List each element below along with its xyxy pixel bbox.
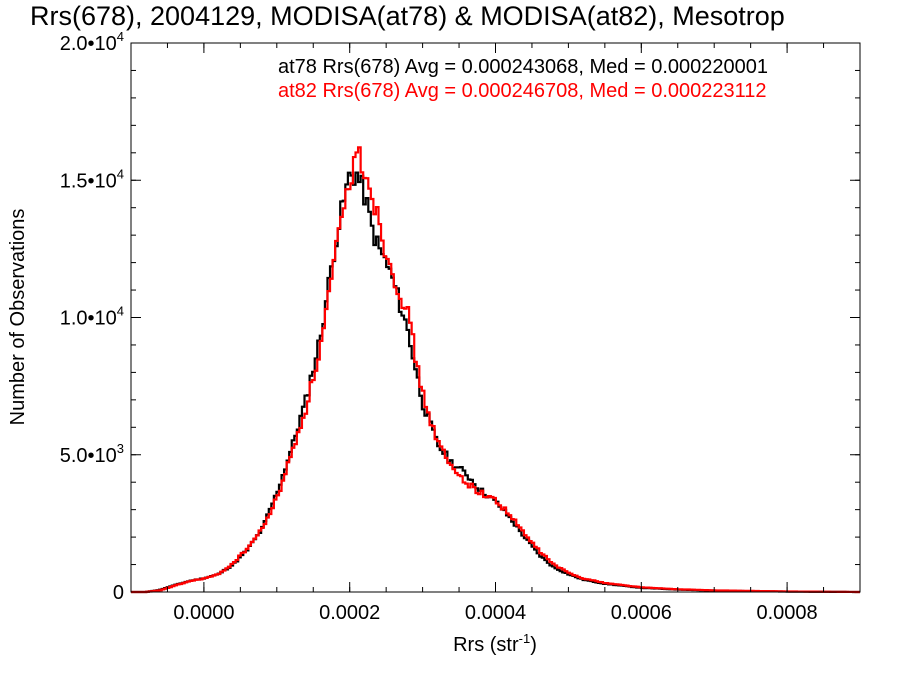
x-axis: 0.0000 0.0002 0.0004 0.0006 0.0008 bbox=[130, 43, 861, 624]
chart-title: Rrs(678), 2004129, MODISA(at78) & MODISA… bbox=[30, 1, 785, 31]
series-line-0 bbox=[131, 171, 860, 594]
y-tick-label: 0 bbox=[113, 582, 124, 604]
series-layer bbox=[131, 146, 860, 594]
y-tick-label: 2.0•104 bbox=[60, 29, 124, 55]
x-tick-label: 0.0004 bbox=[465, 602, 526, 624]
y-axis: 0 5.0•103 1.0•104 1.5•104 2.0•104 bbox=[60, 29, 860, 604]
x-tick-label: 0.0008 bbox=[757, 602, 818, 624]
legend: at78 Rrs(678) Avg = 0.000243068, Med = 0… bbox=[278, 56, 768, 102]
y-tick-label: 1.5•104 bbox=[60, 166, 124, 192]
legend-entry-1: at82 Rrs(678) Avg = 0.000246708, Med = 0… bbox=[278, 80, 767, 102]
x-tick-label: 0.0002 bbox=[319, 602, 380, 624]
series-line-1 bbox=[131, 146, 860, 594]
x-tick-label: 0.0000 bbox=[173, 602, 234, 624]
legend-entry-0: at78 Rrs(678) Avg = 0.000243068, Med = 0… bbox=[278, 56, 768, 78]
y-axis-label: Number of Observations bbox=[7, 209, 29, 426]
y-tick-label: 1.0•104 bbox=[60, 304, 124, 330]
x-axis-label: Rrs (str-1) bbox=[453, 631, 537, 656]
y-tick-label: 5.0•103 bbox=[60, 441, 124, 467]
plot-frame bbox=[130, 42, 861, 593]
x-tick-label: 0.0006 bbox=[611, 602, 672, 624]
